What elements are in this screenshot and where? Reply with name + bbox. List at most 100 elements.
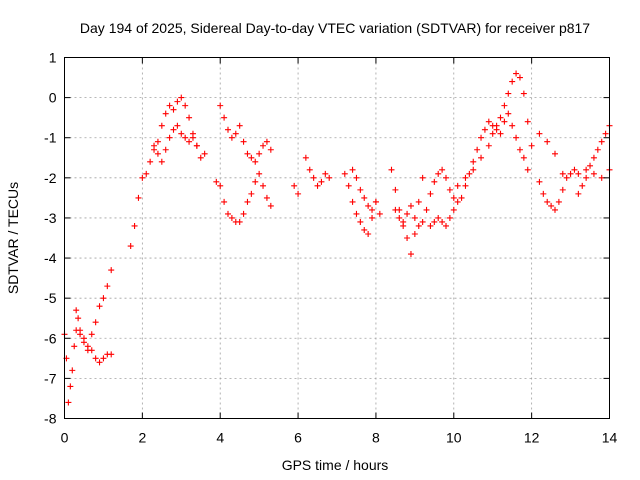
data-point (240, 138, 247, 145)
data-point (485, 142, 492, 149)
x-tick-label: 6 (294, 430, 302, 446)
data-point (244, 150, 251, 157)
data-point (154, 138, 161, 145)
data-point (520, 90, 527, 97)
data-point (353, 210, 360, 217)
data-point (217, 102, 224, 109)
data-point (544, 138, 551, 145)
data-point (84, 343, 91, 350)
data-point (135, 194, 142, 201)
data-point (92, 355, 99, 362)
data-point (71, 343, 78, 350)
data-point (100, 355, 107, 362)
y-tick-label: -7 (44, 370, 57, 386)
data-point (516, 146, 523, 153)
y-tick-label: -8 (44, 411, 57, 427)
data-point (256, 150, 263, 157)
x-tick-label: 12 (524, 430, 540, 446)
data-point (252, 158, 259, 165)
data-point (295, 190, 302, 197)
data-point (357, 186, 364, 193)
series-3 (127, 94, 200, 250)
data-point (162, 110, 169, 117)
data-point (151, 142, 158, 149)
y-tick-label: -2 (44, 170, 57, 186)
data-point (501, 118, 508, 125)
series-7 (291, 154, 333, 197)
data-point (69, 367, 76, 374)
series-5 (213, 170, 274, 225)
y-tick-label: 1 (49, 50, 57, 66)
data-point (263, 138, 270, 145)
data-point (509, 78, 516, 85)
data-point (182, 134, 189, 141)
data-point (178, 130, 185, 137)
data-point (520, 154, 527, 161)
data-point (365, 230, 372, 237)
data-points (61, 70, 613, 406)
data-point (559, 186, 566, 193)
data-point (263, 194, 270, 201)
y-tick-label: -3 (44, 210, 57, 226)
series-17 (493, 110, 531, 173)
data-point (513, 134, 520, 141)
data-point (236, 122, 243, 129)
data-point (158, 122, 165, 129)
data-point (427, 222, 434, 229)
data-point (96, 303, 103, 310)
series-16 (493, 70, 535, 149)
data-point (493, 122, 500, 129)
series-9 (349, 166, 383, 217)
y-tick-label: -5 (44, 290, 57, 306)
data-point (139, 174, 146, 181)
data-point (485, 118, 492, 125)
data-point (509, 122, 516, 129)
data-point (571, 166, 578, 173)
data-point (166, 102, 173, 109)
data-point (548, 202, 555, 209)
y-tick-label: -1 (44, 130, 57, 146)
data-point (462, 182, 469, 189)
data-point (552, 206, 558, 213)
data-point (524, 118, 531, 125)
data-point (470, 158, 477, 165)
data-point (252, 178, 259, 185)
x-tick-label: 4 (216, 430, 224, 446)
data-point (372, 198, 379, 205)
data-point (232, 130, 239, 137)
data-point (349, 198, 356, 205)
series-20 (575, 122, 613, 197)
data-point (345, 182, 352, 189)
series-4 (151, 122, 208, 165)
data-point (88, 347, 95, 354)
series-15 (462, 130, 496, 181)
data-point (236, 218, 243, 225)
plot-frame (64, 57, 610, 419)
data-point (248, 190, 255, 197)
data-point (310, 174, 317, 181)
data-point (470, 166, 477, 173)
data-point (193, 142, 200, 149)
data-point (244, 198, 251, 205)
series-13 (427, 198, 461, 229)
data-point (365, 202, 372, 209)
data-point (341, 170, 348, 177)
y-axis-label: SDTVAR / TECUs (5, 182, 21, 294)
data-point (559, 170, 566, 177)
data-point (524, 166, 531, 173)
series-12 (419, 166, 461, 225)
data-point (555, 198, 562, 205)
data-point (65, 399, 72, 406)
data-point (446, 214, 453, 221)
data-point (478, 134, 485, 141)
data-point (454, 182, 461, 189)
data-point (186, 138, 193, 145)
data-point (376, 210, 383, 217)
data-point (602, 130, 609, 137)
data-point (127, 243, 134, 250)
x-axis-label: GPS time / hours (282, 457, 389, 473)
data-point (88, 331, 95, 338)
data-point (147, 158, 154, 165)
data-point (443, 222, 449, 229)
data-point (256, 170, 263, 177)
